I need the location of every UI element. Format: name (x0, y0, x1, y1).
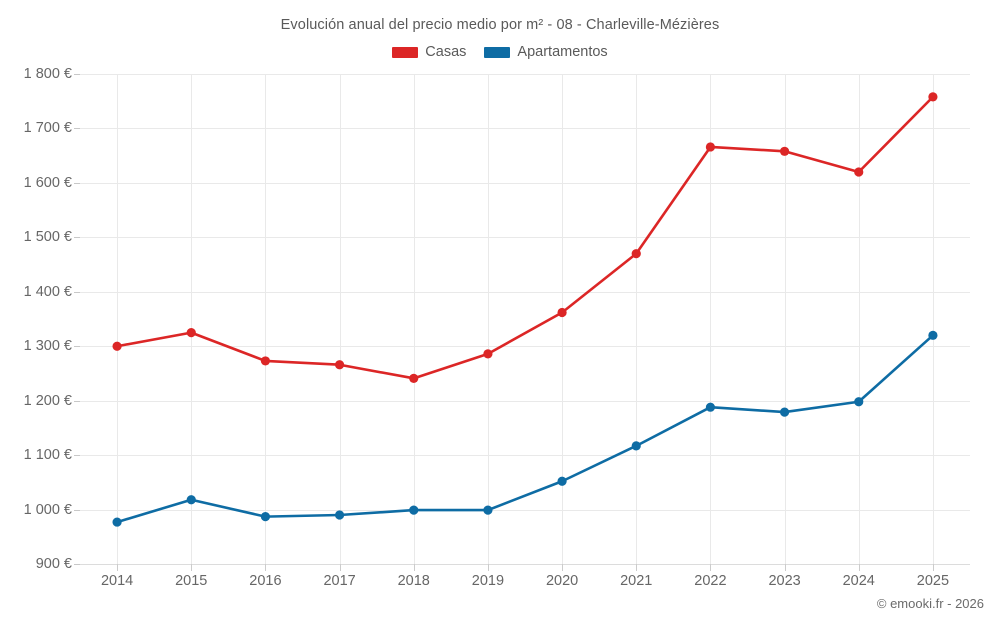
gridline-vertical (636, 74, 638, 564)
gridline-vertical (858, 74, 860, 564)
data-point-marker[interactable] (112, 341, 122, 351)
y-axis-tick-mark (74, 237, 80, 239)
data-point-marker[interactable] (928, 92, 938, 102)
gridline-vertical (339, 74, 341, 564)
y-axis-tick-label: 1 000 € (23, 501, 72, 518)
y-axis-tick-mark (74, 182, 80, 184)
y-axis-tick-mark (74, 291, 80, 293)
gridline-horizontal (80, 182, 970, 184)
data-point-marker[interactable] (557, 476, 567, 486)
y-axis-tick-label: 1 100 € (23, 447, 72, 464)
gridline-horizontal (80, 455, 970, 457)
x-axis-tick-mark (265, 564, 267, 571)
x-axis-tick-label: 2024 (842, 573, 875, 589)
x-axis-tick-mark (117, 564, 119, 571)
y-axis-tick-mark (74, 128, 80, 130)
y-axis-tick-mark (74, 346, 80, 348)
gridline-vertical (191, 74, 193, 564)
x-axis-tick-mark (636, 564, 638, 571)
gridline-horizontal (80, 74, 970, 75)
data-point-marker[interactable] (483, 505, 493, 515)
legend-label-casas: Casas (425, 44, 467, 60)
y-axis-tick-label: 1 200 € (23, 392, 72, 409)
gridline-horizontal (80, 237, 970, 239)
x-axis-tick-label: 2015 (175, 573, 208, 589)
x-axis-tick-label: 2016 (249, 573, 282, 589)
data-point-marker[interactable] (779, 407, 790, 417)
x-axis-tick-label: 2023 (768, 573, 801, 589)
x-axis-tick-mark (339, 564, 341, 571)
y-axis-tick-label: 1 800 € (23, 66, 72, 82)
x-axis-tick-mark (487, 564, 489, 571)
data-point-marker[interactable] (854, 397, 864, 407)
gridline-horizontal (80, 509, 970, 511)
y-axis-tick-label: 900 € (35, 556, 72, 572)
gridline-horizontal (80, 346, 970, 348)
data-point-marker[interactable] (779, 146, 790, 156)
y-axis-tick-label: 1 600 € (23, 174, 72, 191)
legend-item-apartamentos[interactable]: Apartamentos (484, 44, 608, 60)
gridline-vertical (487, 74, 489, 564)
legend-item-casas[interactable]: Casas (392, 44, 466, 60)
gridline-vertical (562, 74, 564, 564)
gridline-vertical (117, 74, 119, 564)
legend-label-apartamentos: Apartamentos (517, 44, 608, 60)
footer-credit: © emooki.fr - 2026 (876, 596, 984, 611)
x-axis-tick-label: 2020 (545, 573, 579, 589)
y-axis-tick-mark (74, 455, 80, 457)
plot-area (74, 74, 970, 565)
x-axis-tick-mark (191, 564, 193, 571)
gridline-vertical (265, 74, 267, 564)
x-axis-tick-label: 2025 (916, 573, 950, 589)
data-point-marker[interactable] (928, 330, 938, 340)
data-point-marker[interactable] (705, 142, 716, 152)
data-point-marker[interactable] (557, 307, 567, 318)
y-axis-tick-label: 1 400 € (23, 283, 72, 300)
data-point-marker[interactable] (186, 495, 196, 505)
x-axis-tick-label: 2014 (100, 573, 134, 589)
data-point-marker[interactable] (854, 167, 864, 177)
x-axis-tick-mark (858, 564, 860, 571)
x-axis-tick-label: 2018 (397, 573, 430, 589)
x-axis-tick-mark (562, 564, 564, 571)
y-axis-tick-mark (74, 509, 80, 511)
gridline-vertical (932, 74, 934, 564)
chart-legend: Casas Apartamentos (0, 44, 1000, 60)
gridline-vertical (413, 74, 415, 564)
data-point-marker[interactable] (631, 249, 641, 259)
data-point-marker[interactable] (260, 356, 271, 366)
x-axis-tick-mark (932, 564, 934, 571)
y-axis-tick-mark (74, 400, 80, 402)
x-axis-line (80, 564, 970, 565)
data-point-marker[interactable] (409, 373, 419, 383)
data-point-marker[interactable] (334, 360, 345, 370)
data-point-marker[interactable] (483, 349, 493, 359)
gridline-horizontal (80, 400, 970, 402)
data-point-marker[interactable] (409, 505, 419, 515)
gridline-horizontal (80, 128, 970, 130)
gridline-horizontal (80, 291, 970, 293)
data-point-marker[interactable] (334, 510, 345, 520)
y-axis-tick-label: 1 500 € (23, 229, 72, 246)
x-axis-tick-mark (413, 564, 415, 571)
y-axis-tick-label: 1 700 € (23, 120, 72, 137)
x-axis-tick-mark (710, 564, 712, 571)
data-point-marker[interactable] (112, 517, 122, 527)
y-axis-tick-label: 1 300 € (23, 338, 72, 355)
chart-title: Evolución anual del precio medio por m² … (280, 17, 720, 33)
x-axis-tick-label: 2021 (620, 573, 653, 589)
x-axis-tick-label: 2017 (323, 573, 356, 589)
legend-swatch-icon (392, 46, 419, 58)
y-axis-tick-mark (74, 74, 80, 75)
x-axis-tick-label: 2022 (694, 573, 727, 589)
legend-swatch-icon (484, 46, 511, 58)
data-point-marker[interactable] (705, 402, 716, 412)
data-point-marker[interactable] (186, 328, 196, 338)
x-axis-tick-mark (784, 564, 786, 571)
y-axis-tick-mark (74, 564, 80, 565)
x-axis-tick-label: 2019 (471, 573, 505, 589)
data-point-marker[interactable] (631, 441, 641, 451)
data-point-marker[interactable] (260, 512, 271, 522)
